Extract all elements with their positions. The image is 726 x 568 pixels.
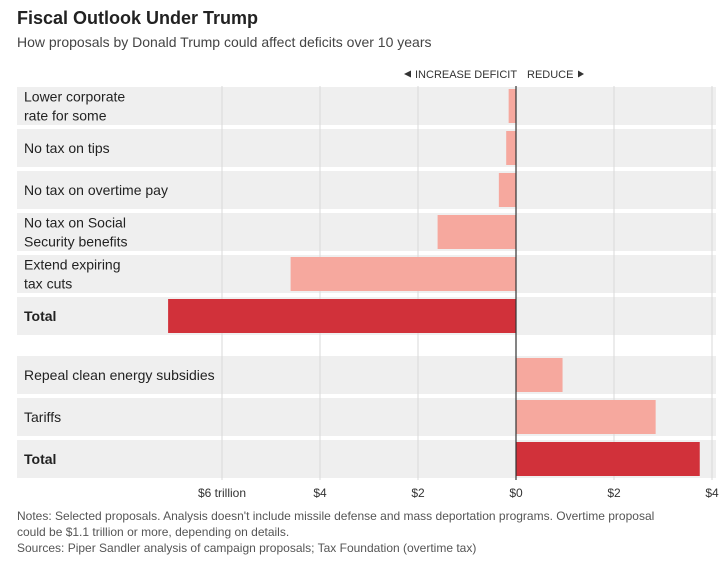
proposal-bar [437, 215, 516, 249]
row-band [17, 171, 716, 209]
x-tick-label: $4 [705, 486, 719, 500]
total-bar [516, 442, 700, 476]
row-label: rate for some [24, 108, 107, 124]
notes-text-line-2: could be $1.1 trillion or more, dependin… [17, 525, 290, 539]
row-label: Repeal clean energy subsidies [24, 367, 215, 383]
proposal-bar [506, 131, 516, 165]
proposal-bar [516, 358, 563, 392]
left-arrow-icon [404, 70, 411, 78]
row-label: Tariffs [24, 409, 61, 425]
sources-text: Sources: Piper Sandler analysis of campa… [17, 541, 477, 555]
row-label: No tax on overtime pay [24, 182, 168, 198]
notes-text-line-1: Notes: Selected proposals. Analysis does… [17, 509, 655, 523]
row-label: tax cuts [24, 276, 72, 292]
row-label: No tax on Social [24, 215, 126, 231]
row-band [17, 356, 716, 394]
row-label: Total [24, 308, 56, 324]
right-arrow-icon [578, 70, 584, 78]
deficit-bar-chart: Lower corporate rate for some No tax on ti… [17, 69, 719, 500]
row-label: Lower corporate [24, 89, 125, 105]
reduce-label: REDUCE [527, 69, 573, 81]
chart-notes: Notes: Selected proposals. Analysis does… [17, 508, 707, 556]
row-label: Total [24, 451, 56, 467]
row-band [17, 129, 716, 167]
x-tick-label: $6 trillion [198, 486, 246, 500]
total-bar [168, 299, 516, 333]
row-label: Security benefits [24, 234, 128, 250]
x-tick-label: $2 [411, 486, 425, 500]
chart-subtitle: How proposals by Donald Trump could affe… [17, 34, 432, 50]
row-label: Extend expiring [24, 257, 121, 273]
chart-title: Fiscal Outlook Under Trump [17, 8, 259, 28]
proposal-bar [290, 257, 516, 291]
x-tick-label: $4 [313, 486, 327, 500]
row-band [17, 87, 716, 125]
proposal-bar [498, 173, 516, 207]
proposal-bar [516, 400, 656, 434]
x-tick-label: $2 [607, 486, 621, 500]
row-band [17, 213, 716, 251]
proposal-bar [508, 89, 516, 123]
increase-deficit-label: INCREASE DEFICIT [415, 69, 517, 81]
x-tick-label: $0 [509, 486, 523, 500]
row-label: No tax on tips [24, 140, 110, 156]
